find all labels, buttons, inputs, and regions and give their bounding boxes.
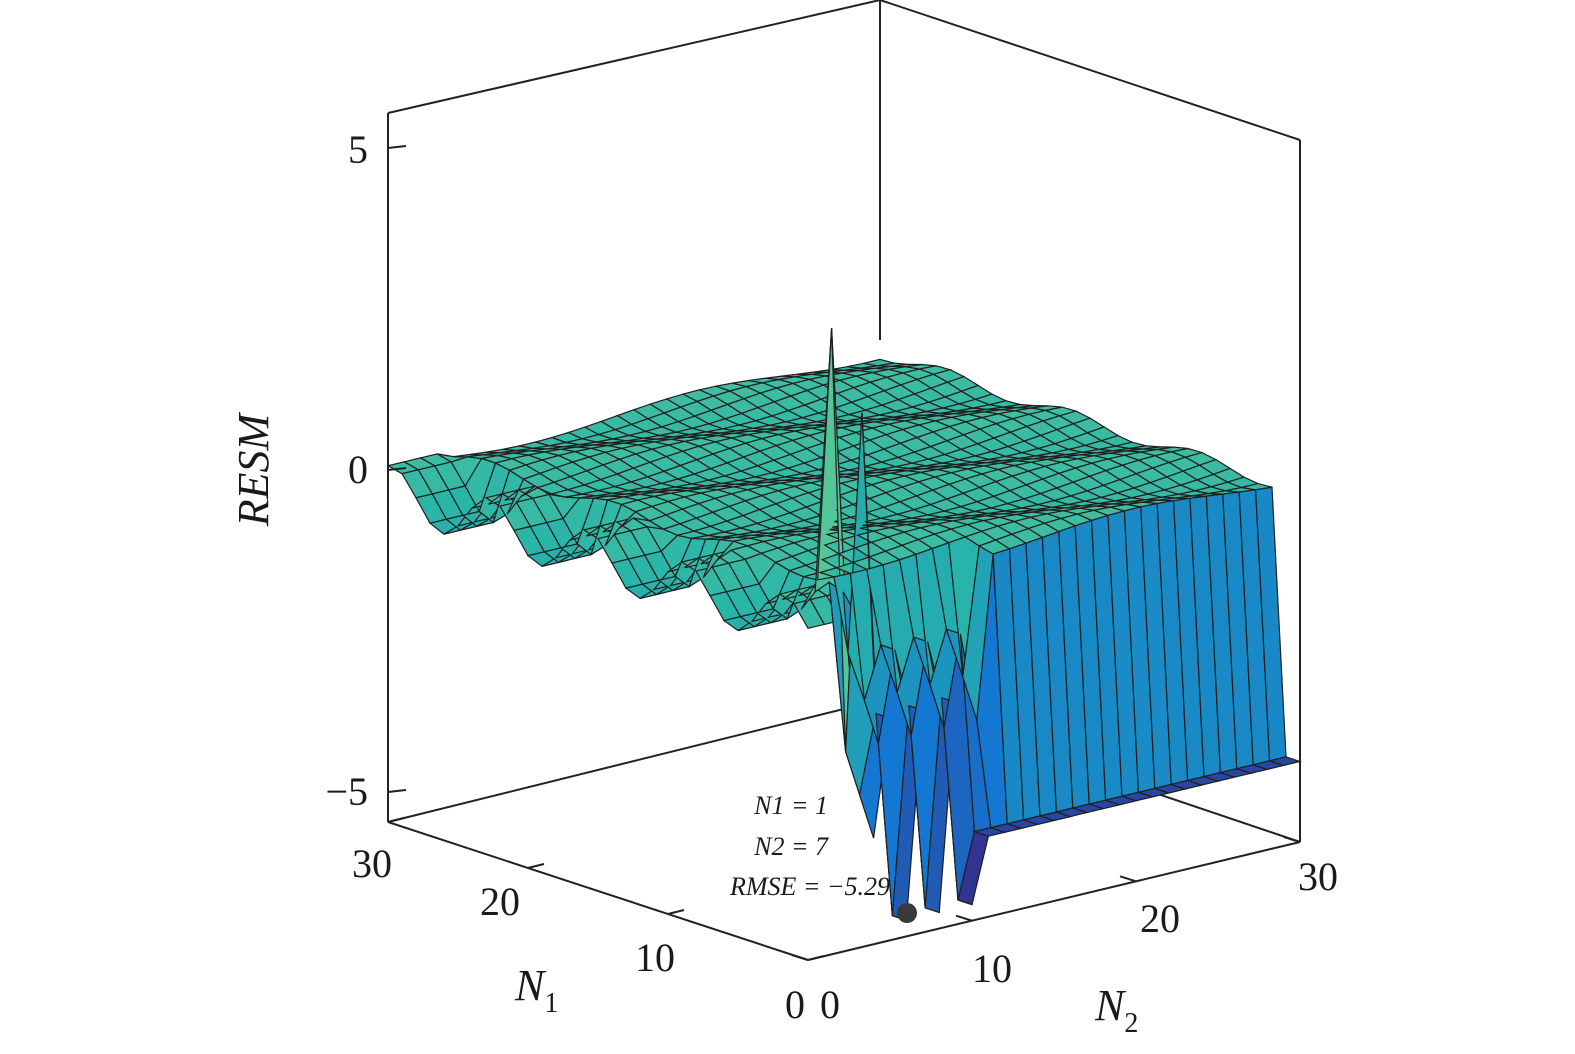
axis-ticks [387,145,1301,961]
y-tick-label: 20 [480,879,520,924]
x-tick-label: 30 [1298,854,1338,899]
box-edge-floor-front-left [387,821,809,961]
z-tick-label: −5 [325,769,368,814]
box-edge-floor-front-right [807,841,1301,961]
min-point-marker [897,903,917,923]
y-tick-labels: 30 20 10 0 [352,841,805,1027]
x-tick-labels: 0 10 20 30 [820,854,1338,1027]
axis-tick [527,863,545,869]
axis-tick [387,789,407,793]
axis-tick [1283,836,1301,843]
z-axis-title: RESM [229,411,278,527]
axis-tick [807,955,825,961]
box-edge-floor-back-left [387,699,881,823]
x-tick-label: 0 [820,982,840,1027]
annotation-line: N1 = 1 [753,791,828,820]
z-tick-labels: 5 0 −5 [325,127,368,814]
z-tick-label: 0 [348,447,368,492]
box-edge-back-top-right [879,0,1301,141]
surface-mesh [386,328,1303,922]
surface-patch [1267,756,1303,767]
axis-tick [667,909,685,915]
x-tick-label: 20 [1140,896,1180,941]
min-annotation: N1 = 1 N2 = 7 RMSE = −5.29 [729,791,917,923]
axis-tick [387,145,407,149]
x-axis-title: N2 [1094,981,1138,1039]
axis-tick [791,954,809,961]
y-tick-label: 0 [785,982,805,1027]
y-tick-label: 10 [635,935,675,980]
annotation-line: N2 = 7 [753,832,829,861]
axis-tick [387,817,405,823]
annotation-line: RMSE = −5.29 [729,872,890,901]
x-tick-label: 10 [972,946,1012,991]
box-edge-back-top-left [387,0,881,114]
axis-tick [387,467,407,471]
axis-tick [1119,875,1137,883]
y-tick-label: 30 [352,841,392,886]
y-axis-title: N1 [514,961,558,1019]
z-tick-label: 5 [348,127,368,172]
axis-tick [955,914,973,922]
